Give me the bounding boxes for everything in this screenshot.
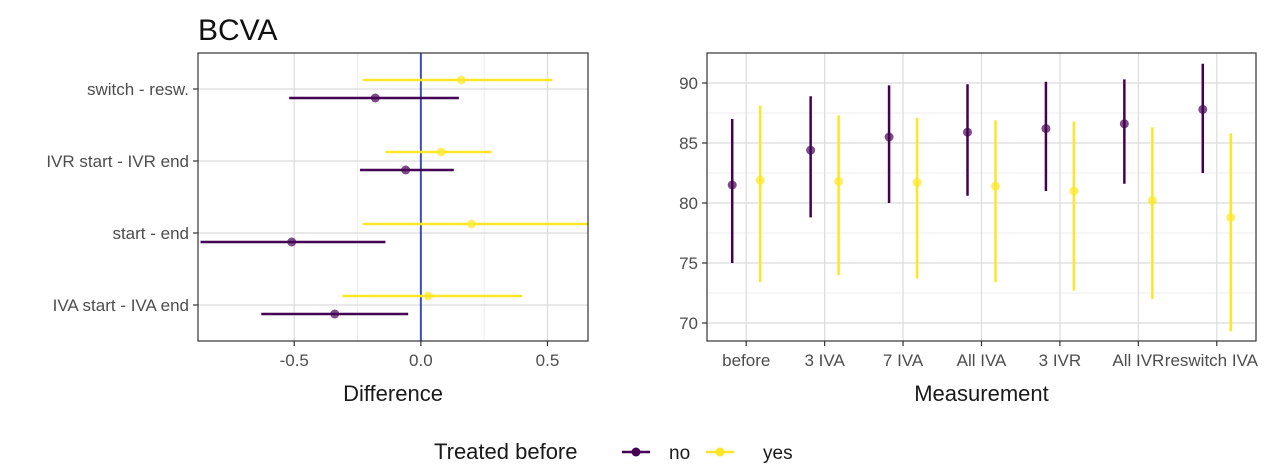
x-tick-label: 3 IVR xyxy=(1039,351,1082,370)
point-no-iva-start-iva-end xyxy=(330,309,340,319)
legend-item-yes: yes xyxy=(706,443,793,464)
point-no-reswitch-iva xyxy=(1198,104,1208,114)
y-tick-label: 80 xyxy=(679,194,698,213)
y-tick-label: switch - resw. xyxy=(87,80,189,99)
point-no-ivr-start-ivr-end xyxy=(401,165,411,175)
y-tick-label: IVA start - IVA end xyxy=(53,296,189,315)
x-tick-label: reswitch IVA xyxy=(1165,351,1259,370)
x-axis-label: Difference xyxy=(343,381,443,406)
point-no-all-iva xyxy=(963,127,972,137)
x-tick-label: 3 IVA xyxy=(804,351,845,370)
measurement-panel: 70 75 80 85 90 before 3 IVA 7 IVA All IVA 3 IVR Al… xyxy=(679,52,1259,406)
x-tick-label: 0.5 xyxy=(536,351,560,370)
x-tick-label: 0.0 xyxy=(409,351,433,370)
legend: Treated before no yes xyxy=(434,439,793,464)
point-no-3-ivr xyxy=(1041,124,1051,134)
x-tick-label: 7 IVA xyxy=(883,351,924,370)
y-tick-label: start - end xyxy=(112,224,189,243)
y-tick-label: 70 xyxy=(679,314,698,333)
point-no-all-ivr xyxy=(1119,119,1129,129)
point-yes-7-iva xyxy=(912,178,922,188)
legend-item-no: no xyxy=(622,443,690,464)
x-tick-label: All IVR xyxy=(1112,351,1164,370)
point-yes-3-ivr xyxy=(1069,186,1079,196)
legend-swatch-yes-dot xyxy=(715,447,725,457)
x-tick-label: before xyxy=(722,351,770,370)
point-yes-reswitch-iva xyxy=(1226,212,1236,222)
legend-title: Treated before xyxy=(434,439,578,464)
chart-title: BCVA xyxy=(198,14,278,47)
y-tick-label: 90 xyxy=(679,74,698,93)
point-no-switch-resw xyxy=(370,93,380,103)
point-yes-start-end xyxy=(467,219,477,229)
x-tick-label: -0.5 xyxy=(280,351,309,370)
point-yes-3-iva xyxy=(834,176,844,186)
legend-label-no: no xyxy=(669,443,690,464)
point-yes-switch-resw xyxy=(456,75,466,85)
y-tick-label: 75 xyxy=(679,254,698,273)
legend-swatch-no-dot xyxy=(631,447,641,457)
panel-border xyxy=(197,52,589,342)
point-yes-iva-start-iva-end xyxy=(423,291,433,301)
legend-label-yes: yes xyxy=(763,443,793,464)
x-axis-label: Measurement xyxy=(914,381,1049,406)
point-no-7-iva xyxy=(884,132,894,142)
point-yes-all-iva xyxy=(991,181,1000,191)
point-no-start-end xyxy=(287,237,297,247)
point-yes-before xyxy=(755,175,765,185)
point-no-before xyxy=(727,180,737,190)
difference-panel: IVA start - IVA end start - end IVR start … xyxy=(46,52,589,406)
y-tick-label: IVR start - IVR end xyxy=(46,152,189,171)
y-tick-label: 85 xyxy=(679,134,698,153)
point-yes-all-ivr xyxy=(1147,196,1157,206)
point-yes-ivr-start-ivr-end xyxy=(436,147,446,157)
point-no-3-iva xyxy=(806,145,816,155)
x-tick-label: All IVA xyxy=(957,351,1007,370)
